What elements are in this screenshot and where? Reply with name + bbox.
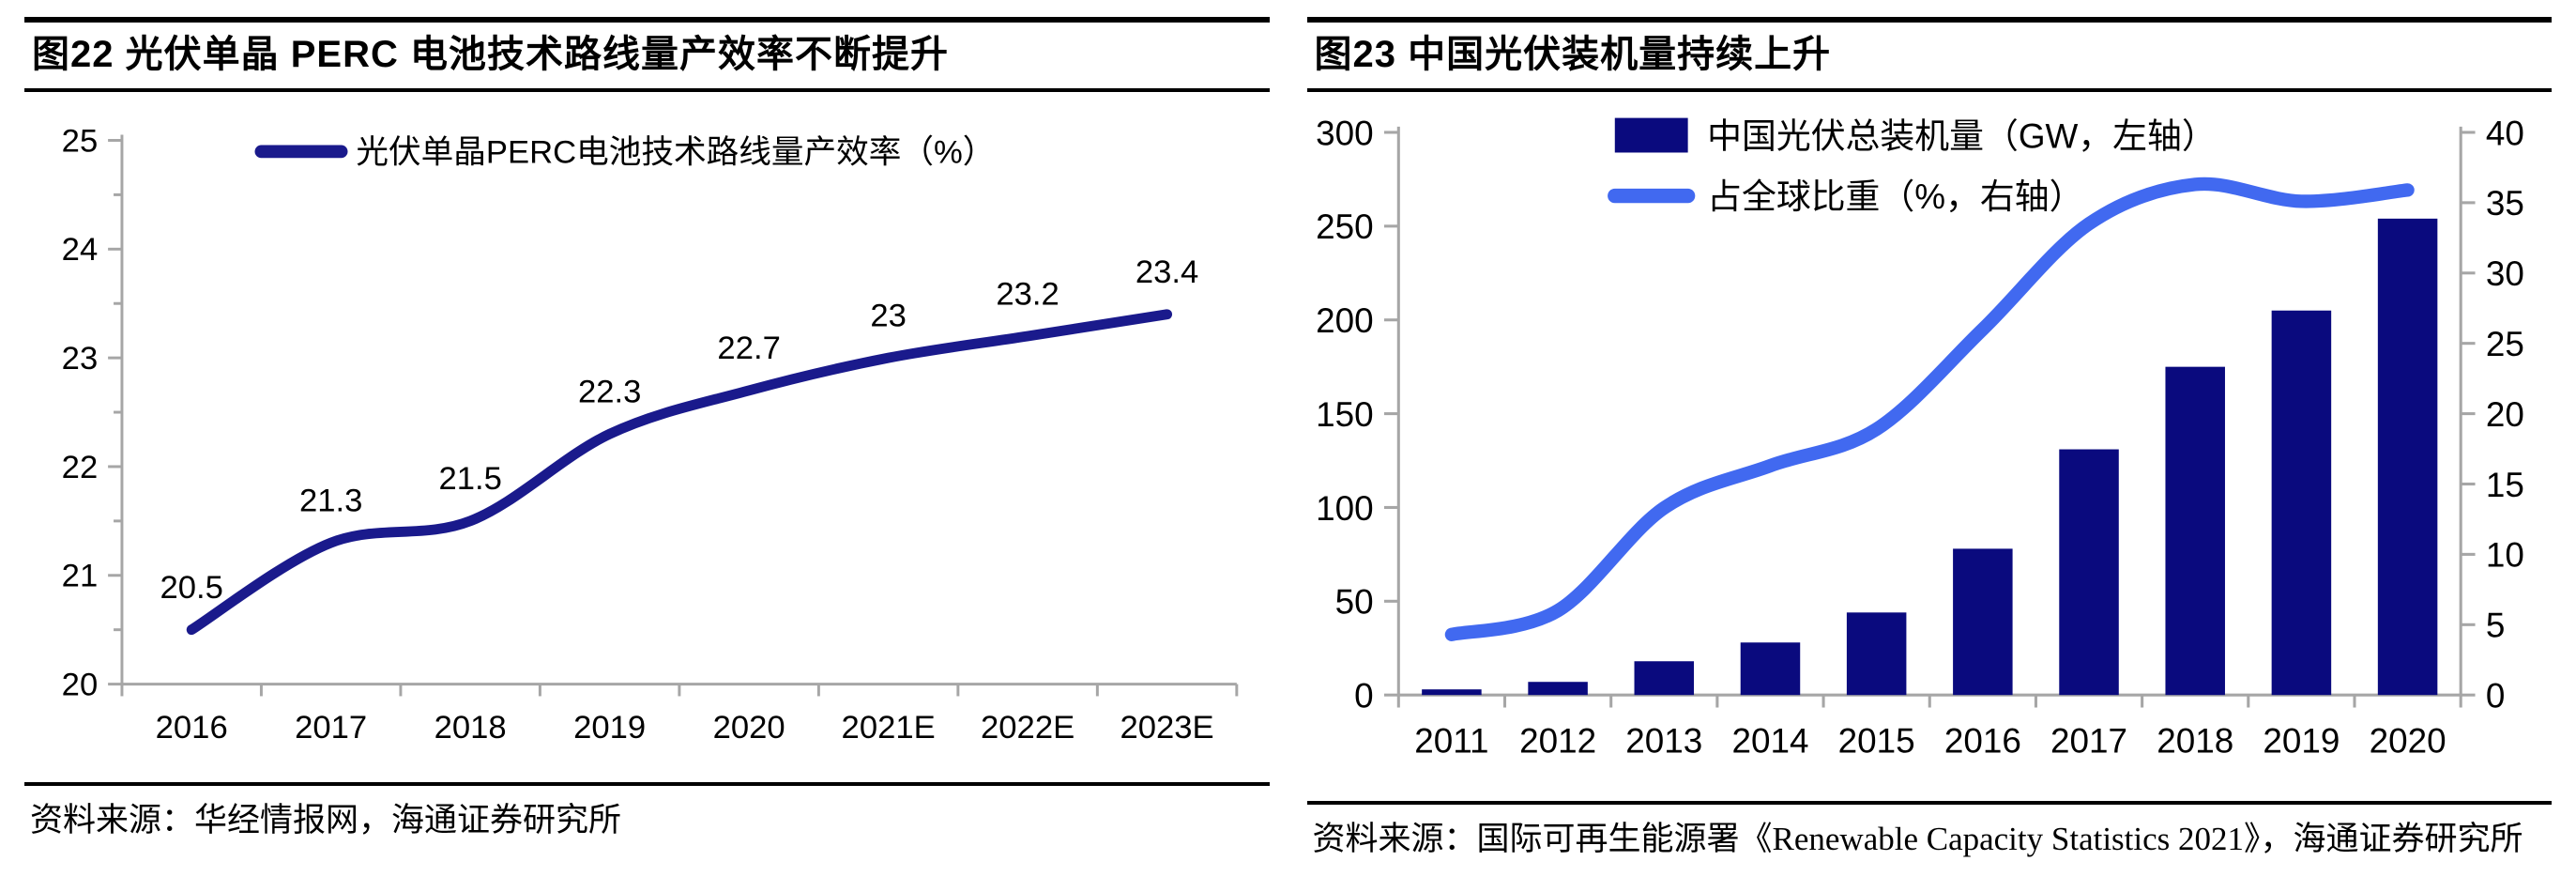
global-share-line	[1444, 177, 2415, 641]
svg-text:0: 0	[1354, 677, 1374, 715]
svg-text:2022E: 2022E	[981, 710, 1075, 746]
svg-text:2021E: 2021E	[842, 710, 936, 746]
svg-text:23.2: 23.2	[996, 276, 1059, 312]
svg-text:20: 20	[2485, 395, 2523, 434]
svg-text:200: 200	[1316, 301, 1374, 340]
svg-text:15: 15	[2485, 466, 2523, 504]
svg-text:40: 40	[2485, 114, 2523, 152]
svg-text:10: 10	[2485, 536, 2523, 575]
bar-2020	[2377, 218, 2437, 696]
svg-text:20: 20	[62, 667, 99, 702]
svg-text:2018: 2018	[2157, 722, 2233, 761]
svg-text:25: 25	[62, 123, 99, 159]
svg-text:2023E: 2023E	[1120, 710, 1214, 746]
legend-line-label: 占全球比重（%，右轴）	[1707, 177, 2083, 216]
svg-text:23.4: 23.4	[1136, 254, 1198, 290]
bar-2014	[1740, 642, 1800, 696]
svg-text:22.3: 22.3	[578, 375, 641, 410]
right-axis-labels: 0 5 10 15 20 25 30 35 40	[2485, 114, 2523, 715]
svg-text:20.5: 20.5	[160, 570, 223, 606]
figure-22-source: 资料来源：华经情报网，海通证券研究所	[30, 801, 622, 838]
svg-text:2011: 2011	[1414, 722, 1488, 761]
legend-bar-swatch	[1614, 117, 1688, 153]
figure-23-top-rule	[1306, 17, 2552, 23]
svg-text:2013: 2013	[1625, 722, 1702, 761]
svg-text:2019: 2019	[573, 710, 646, 746]
bar-2017	[2058, 449, 2119, 696]
svg-text:35: 35	[2485, 184, 2523, 223]
figure-23-chart-area: 0 50 100 150 200 250 300 0 5 10 15 20 25 30 35 40 2011 20…	[1307, 92, 2553, 801]
svg-text:300: 300	[1316, 114, 1374, 152]
svg-text:30: 30	[2485, 254, 2523, 293]
figure-23-bottom-rule	[1306, 800, 2552, 805]
svg-text:23: 23	[870, 298, 907, 333]
svg-text:24: 24	[62, 232, 99, 268]
svg-text:21: 21	[62, 559, 99, 594]
left-axis-labels: 0 50 100 150 200 250 300	[1316, 114, 1374, 715]
figure-23-source: 资料来源：国际可再生能源署《Renewable Capacity Statist…	[1312, 820, 2523, 857]
svg-text:2016: 2016	[1943, 722, 2020, 761]
bar-2015	[1846, 612, 1906, 696]
svg-text:2012: 2012	[1519, 722, 1596, 761]
figure-22-bottom-rule	[24, 781, 1270, 786]
svg-text:50: 50	[1334, 583, 1373, 622]
figure-23-title-rule	[1306, 88, 2552, 92]
figure-23-title: 图23 中国光伏装机量持续上升	[1314, 34, 1832, 75]
data-labels: 20.5 21.3 21.5 22.3 22.7 23 23.2 23.4	[160, 254, 1199, 606]
axes	[108, 134, 1239, 697]
figure-22-top-rule	[24, 17, 1270, 23]
svg-text:23: 23	[62, 341, 99, 377]
svg-text:21.5: 21.5	[438, 461, 501, 497]
svg-text:22: 22	[62, 450, 99, 485]
figure-22-title-rule	[24, 88, 1270, 92]
bar-2011	[1421, 689, 1482, 696]
svg-text:0: 0	[2485, 677, 2505, 715]
figure-22-panel: 图22 光伏单晶 PERC 电池技术路线量产效率不断提升 20 21 22 23 24 2…	[24, 17, 1270, 892]
svg-text:2017: 2017	[2050, 722, 2127, 761]
svg-text:5: 5	[2485, 607, 2505, 645]
svg-text:21.3: 21.3	[299, 483, 362, 518]
bar-2018	[2164, 366, 2225, 696]
svg-text:2015: 2015	[1837, 722, 1914, 761]
y-axis-labels: 20 21 22 23 24 25	[62, 123, 99, 702]
figure-22-title: 图22 光伏单晶 PERC 电池技术路线量产效率不断提升	[32, 34, 949, 75]
svg-text:2016: 2016	[156, 710, 228, 746]
capacity-bars	[1421, 218, 2437, 696]
svg-text:2020: 2020	[713, 710, 785, 746]
bar-2012	[1527, 682, 1588, 696]
legend-label: 光伏单晶PERC电池技术路线量产效率（%）	[356, 134, 995, 170]
legend: 中国光伏总装机量（GW，左轴） 占全球比重（%，右轴）	[1607, 116, 2217, 216]
svg-text:2020: 2020	[2369, 722, 2446, 761]
bar-2013	[1634, 661, 1694, 696]
svg-text:100: 100	[1316, 489, 1374, 528]
svg-text:2014: 2014	[1731, 722, 1808, 761]
bar-2019	[2271, 310, 2331, 696]
efficiency-line	[186, 309, 1173, 636]
svg-text:2019: 2019	[2263, 722, 2340, 761]
svg-text:250: 250	[1316, 208, 1374, 246]
svg-text:150: 150	[1316, 395, 1374, 434]
bar-2016	[1952, 548, 2013, 696]
svg-text:2017: 2017	[295, 710, 367, 746]
figure-23-panel: 图23 中国光伏装机量持续上升 0 50 100 150 200 250 300 0 5 10 15…	[1306, 17, 2553, 892]
svg-text:22.7: 22.7	[717, 331, 780, 366]
figure-22-chart-area: 20 21 22 23 24 25 2016 2017 2018 2019 2020 2021E 202…	[24, 92, 1270, 782]
x-axis-labels: 2011 2012 2013 2014 2015 2016 2017 2018 2019 2020	[1414, 722, 2446, 761]
perc-efficiency-line-chart: 20 21 22 23 24 25 2016 2017 2018 2019 2020 2021E 202…	[62, 123, 1239, 746]
legend: 光伏单晶PERC电池技术路线量产效率（%）	[254, 134, 995, 170]
x-axis-labels: 2016 2017 2018 2019 2020 2021E 2022E 2023E	[156, 710, 1214, 746]
svg-text:2018: 2018	[434, 710, 507, 746]
svg-text:25: 25	[2485, 325, 2523, 363]
legend-bar-label: 中国光伏总装机量（GW，左轴）	[1707, 116, 2217, 155]
